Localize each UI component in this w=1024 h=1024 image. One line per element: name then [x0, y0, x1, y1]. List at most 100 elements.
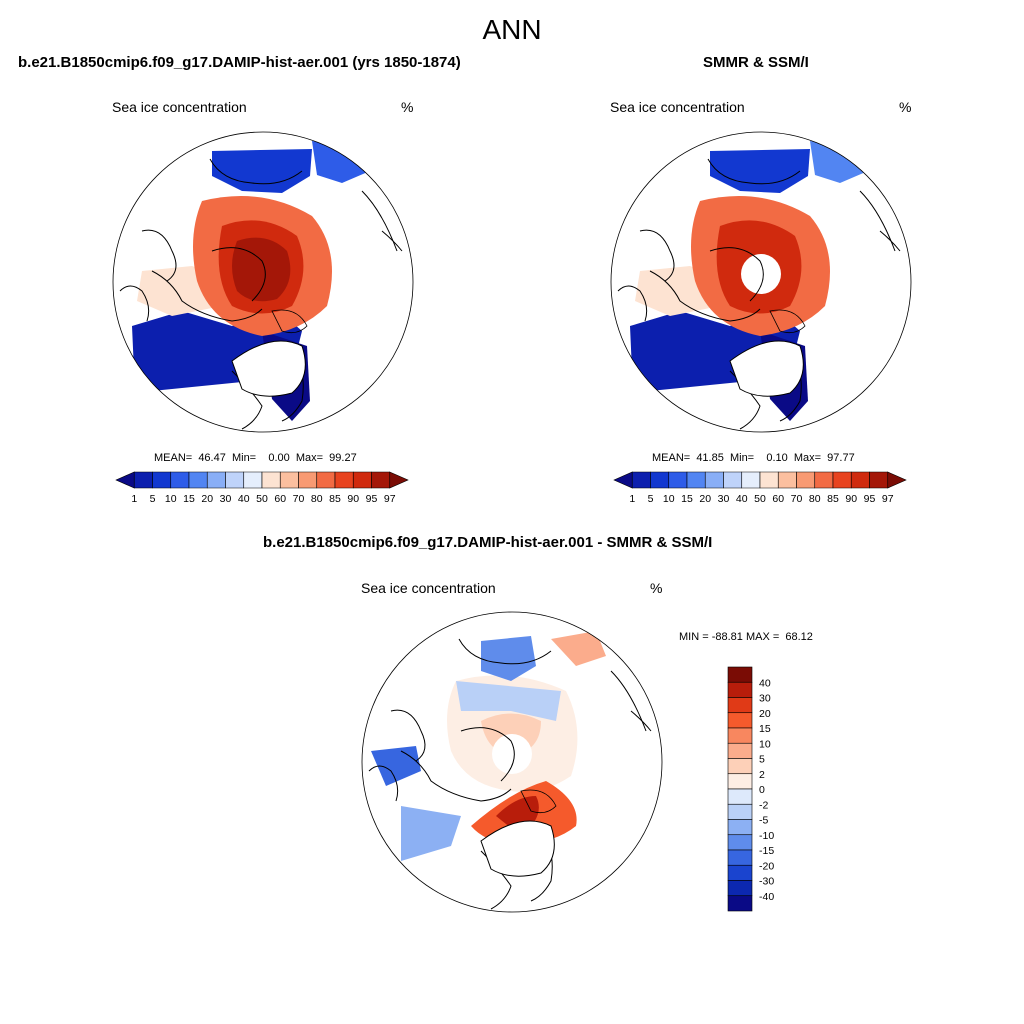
colorbar-tick-label: 50: [754, 493, 766, 505]
colorbar-tick-label: 20: [699, 493, 711, 505]
colorbar-swatch: [298, 471, 318, 489]
map-field: [362, 612, 662, 912]
colorbar-swatch: [741, 471, 761, 489]
colorbar-swatch: [261, 471, 281, 489]
coastline: [460, 727, 515, 782]
panel2-stats: MEAN= 41.85 Min= 0.10 Max= 97.77: [652, 452, 855, 464]
map-frame: [610, 131, 912, 433]
panel3-title: b.e21.B1850cmip6.f09_g17.DAMIP-hist-aer.…: [263, 534, 713, 551]
colorbar-tick-label: 40: [736, 493, 748, 505]
land-mass: [231, 340, 306, 397]
pack-ice-core: [232, 237, 291, 302]
colorbar-swatch: [225, 471, 245, 489]
panel3-units-label: %: [650, 580, 663, 596]
colorbar-swatch: [727, 788, 753, 805]
colorbar-tick-label: 10: [759, 738, 771, 750]
colorbar-swatch: [206, 471, 226, 489]
colorbar-swatch: [727, 834, 753, 851]
colorbar-swatch: [727, 880, 753, 897]
coastline: [368, 765, 399, 802]
coastline: [610, 670, 647, 732]
colorbar-tick-label: 15: [759, 723, 771, 735]
colorbar-tick-label: 0: [759, 784, 765, 796]
colorbar-tick-label: -40: [759, 891, 774, 903]
colorbar-swatch: [650, 471, 670, 489]
land-mass: [480, 820, 555, 877]
colorbar-tick-label: 70: [293, 493, 305, 505]
colorbar-tick-label: 97: [882, 493, 894, 505]
coastline: [879, 230, 901, 252]
pole-hole: [492, 734, 532, 774]
figure-title: ANN: [482, 14, 542, 45]
colorbar-swatch: [188, 471, 208, 489]
land-mass: [729, 340, 804, 397]
colorbar-tick-label: 95: [864, 493, 876, 505]
coastline: [141, 229, 177, 282]
colorbar-swatch: [334, 471, 354, 489]
coastline: [709, 247, 764, 302]
difference-negative: [401, 806, 461, 861]
colorbar-swatch: [777, 471, 797, 489]
colorbar-tick-label: 1: [131, 493, 137, 505]
colorbar-tick-label: -15: [759, 845, 774, 857]
difference-negative: [371, 746, 421, 786]
colorbar-tick-label: 90: [347, 493, 359, 505]
colorbar-tick-label: 15: [183, 493, 195, 505]
colorbar-tick-label: 10: [663, 493, 675, 505]
colorbar-swatch: [115, 471, 135, 489]
colorbar-tick-label: -20: [759, 860, 774, 872]
colorbar-tick-label: 15: [681, 493, 693, 505]
colorbar-tick-label: 40: [759, 677, 771, 689]
coastline: [639, 229, 675, 282]
colorbar-swatch: [869, 471, 889, 489]
colorbar-tick-label: 40: [238, 493, 250, 505]
map-field: [113, 132, 413, 432]
coastline: [381, 230, 403, 252]
ice-edge-region: [212, 149, 312, 193]
colorbar-tick-label: 2: [759, 769, 765, 781]
panel1-title: b.e21.B1850cmip6.f09_g17.DAMIP-hist-aer.…: [18, 54, 461, 71]
colorbar-tick-label: 1: [629, 493, 635, 505]
colorbar-swatch: [727, 773, 753, 790]
coastline: [361, 190, 398, 252]
coastline: [151, 270, 263, 322]
colorbar-swatch: [352, 471, 372, 489]
panel3-colorbar: 40 30 20 15 10 5 2 0 -2 -5 -10 -15 -20 -30 -40: [727, 666, 798, 912]
colorbar-tick-label: 85: [827, 493, 839, 505]
pole-hole: [741, 254, 781, 294]
colorbar-tick-label: -2: [759, 799, 768, 811]
colorbar-swatch: [796, 471, 816, 489]
colorbar-tick-label: 60: [274, 493, 286, 505]
colorbar-tick-label: 10: [165, 493, 177, 505]
panel1-colorbar: 1 5 10 15 20 30 40 50 60 70 80 85 90 95 97: [115, 471, 409, 508]
coastline: [209, 158, 303, 185]
panel3-stats: MIN = -88.81 MAX = 68.12: [679, 631, 813, 643]
colorbar-tick-label: 20: [759, 708, 771, 720]
panel1-units-label: %: [401, 99, 414, 115]
colorbar-swatch: [727, 819, 753, 836]
colorbar-swatch: [727, 681, 753, 698]
coastline: [859, 190, 896, 252]
colorbar-tick-label: -5: [759, 815, 768, 827]
colorbar-swatch: [727, 727, 753, 744]
panel2-title: SMMR & SSM/I: [703, 54, 809, 71]
colorbar-swatch: [170, 471, 190, 489]
coastline: [119, 285, 150, 322]
colorbar-tick-label: 85: [329, 493, 341, 505]
coastline: [211, 247, 266, 302]
coastline: [458, 638, 552, 665]
colorbar-swatch: [133, 471, 153, 489]
difference-positive: [551, 631, 606, 666]
colorbar-swatch: [686, 471, 706, 489]
coastline: [769, 309, 806, 334]
colorbar-tick-label: 95: [366, 493, 378, 505]
coastline: [390, 709, 426, 762]
colorbar-swatch: [887, 471, 907, 489]
panel2-polar-map: [610, 131, 912, 433]
coastline: [400, 750, 512, 802]
colorbar-tick-label: 5: [648, 493, 654, 505]
colorbar-swatch: [832, 471, 852, 489]
colorbar-svg: 1 5 10 15 20 30 40 50 60 70 80 85 90 95 97: [613, 471, 907, 505]
panel3-polar-map: [361, 611, 663, 913]
colorbar-swatch: [243, 471, 263, 489]
